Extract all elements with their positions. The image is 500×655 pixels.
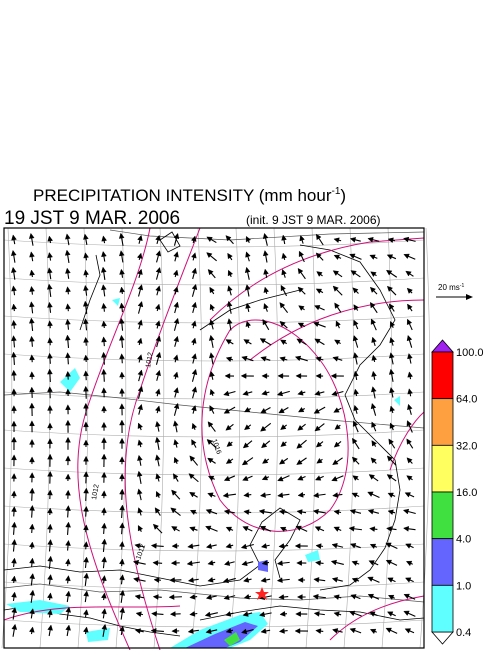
wind-legend-label: 20 ms-1	[438, 283, 464, 292]
colorbar-segment	[432, 399, 453, 446]
colorbar-bottom	[432, 632, 453, 644]
colorbar-label: 64.0	[456, 394, 477, 406]
wind-legend: 20 ms-1	[436, 283, 473, 300]
colorbar-segment	[432, 539, 453, 586]
colorbar-segment	[432, 492, 453, 539]
colorbar-label: 1.0	[456, 580, 471, 592]
valid-time: 19 JST 9 MAR. 2006	[4, 208, 180, 229]
colorbar-label: 100.0	[456, 347, 484, 359]
init-time: (init. 9 JST 9 MAR. 2006)	[246, 213, 381, 227]
wind-legend-exp: -1	[460, 283, 465, 289]
colorbar-segment	[432, 445, 453, 492]
colorbar-label: 0.4	[456, 627, 471, 639]
title-text: PRECIPITATION INTENSITY (mm hour	[33, 186, 332, 205]
colorbar-top	[432, 340, 453, 352]
colorbar-segment	[432, 352, 453, 399]
wind-legend-text: 20 ms	[438, 283, 460, 292]
colorbar-segment	[432, 585, 453, 632]
wind-legend-head	[466, 294, 473, 300]
colorbar-label: 16.0	[456, 487, 477, 499]
title: PRECIPITATION INTENSITY (mm hour-1)	[33, 186, 346, 205]
map: 1012 1016 1012 1012	[2, 228, 430, 650]
colorbar-label: 32.0	[456, 440, 477, 452]
title-close: )	[340, 186, 346, 205]
colorbar: 100.0 64.0 32.0 16.0 4.0 1.0 0.4	[432, 340, 484, 644]
colorbar-label: 4.0	[456, 534, 471, 546]
